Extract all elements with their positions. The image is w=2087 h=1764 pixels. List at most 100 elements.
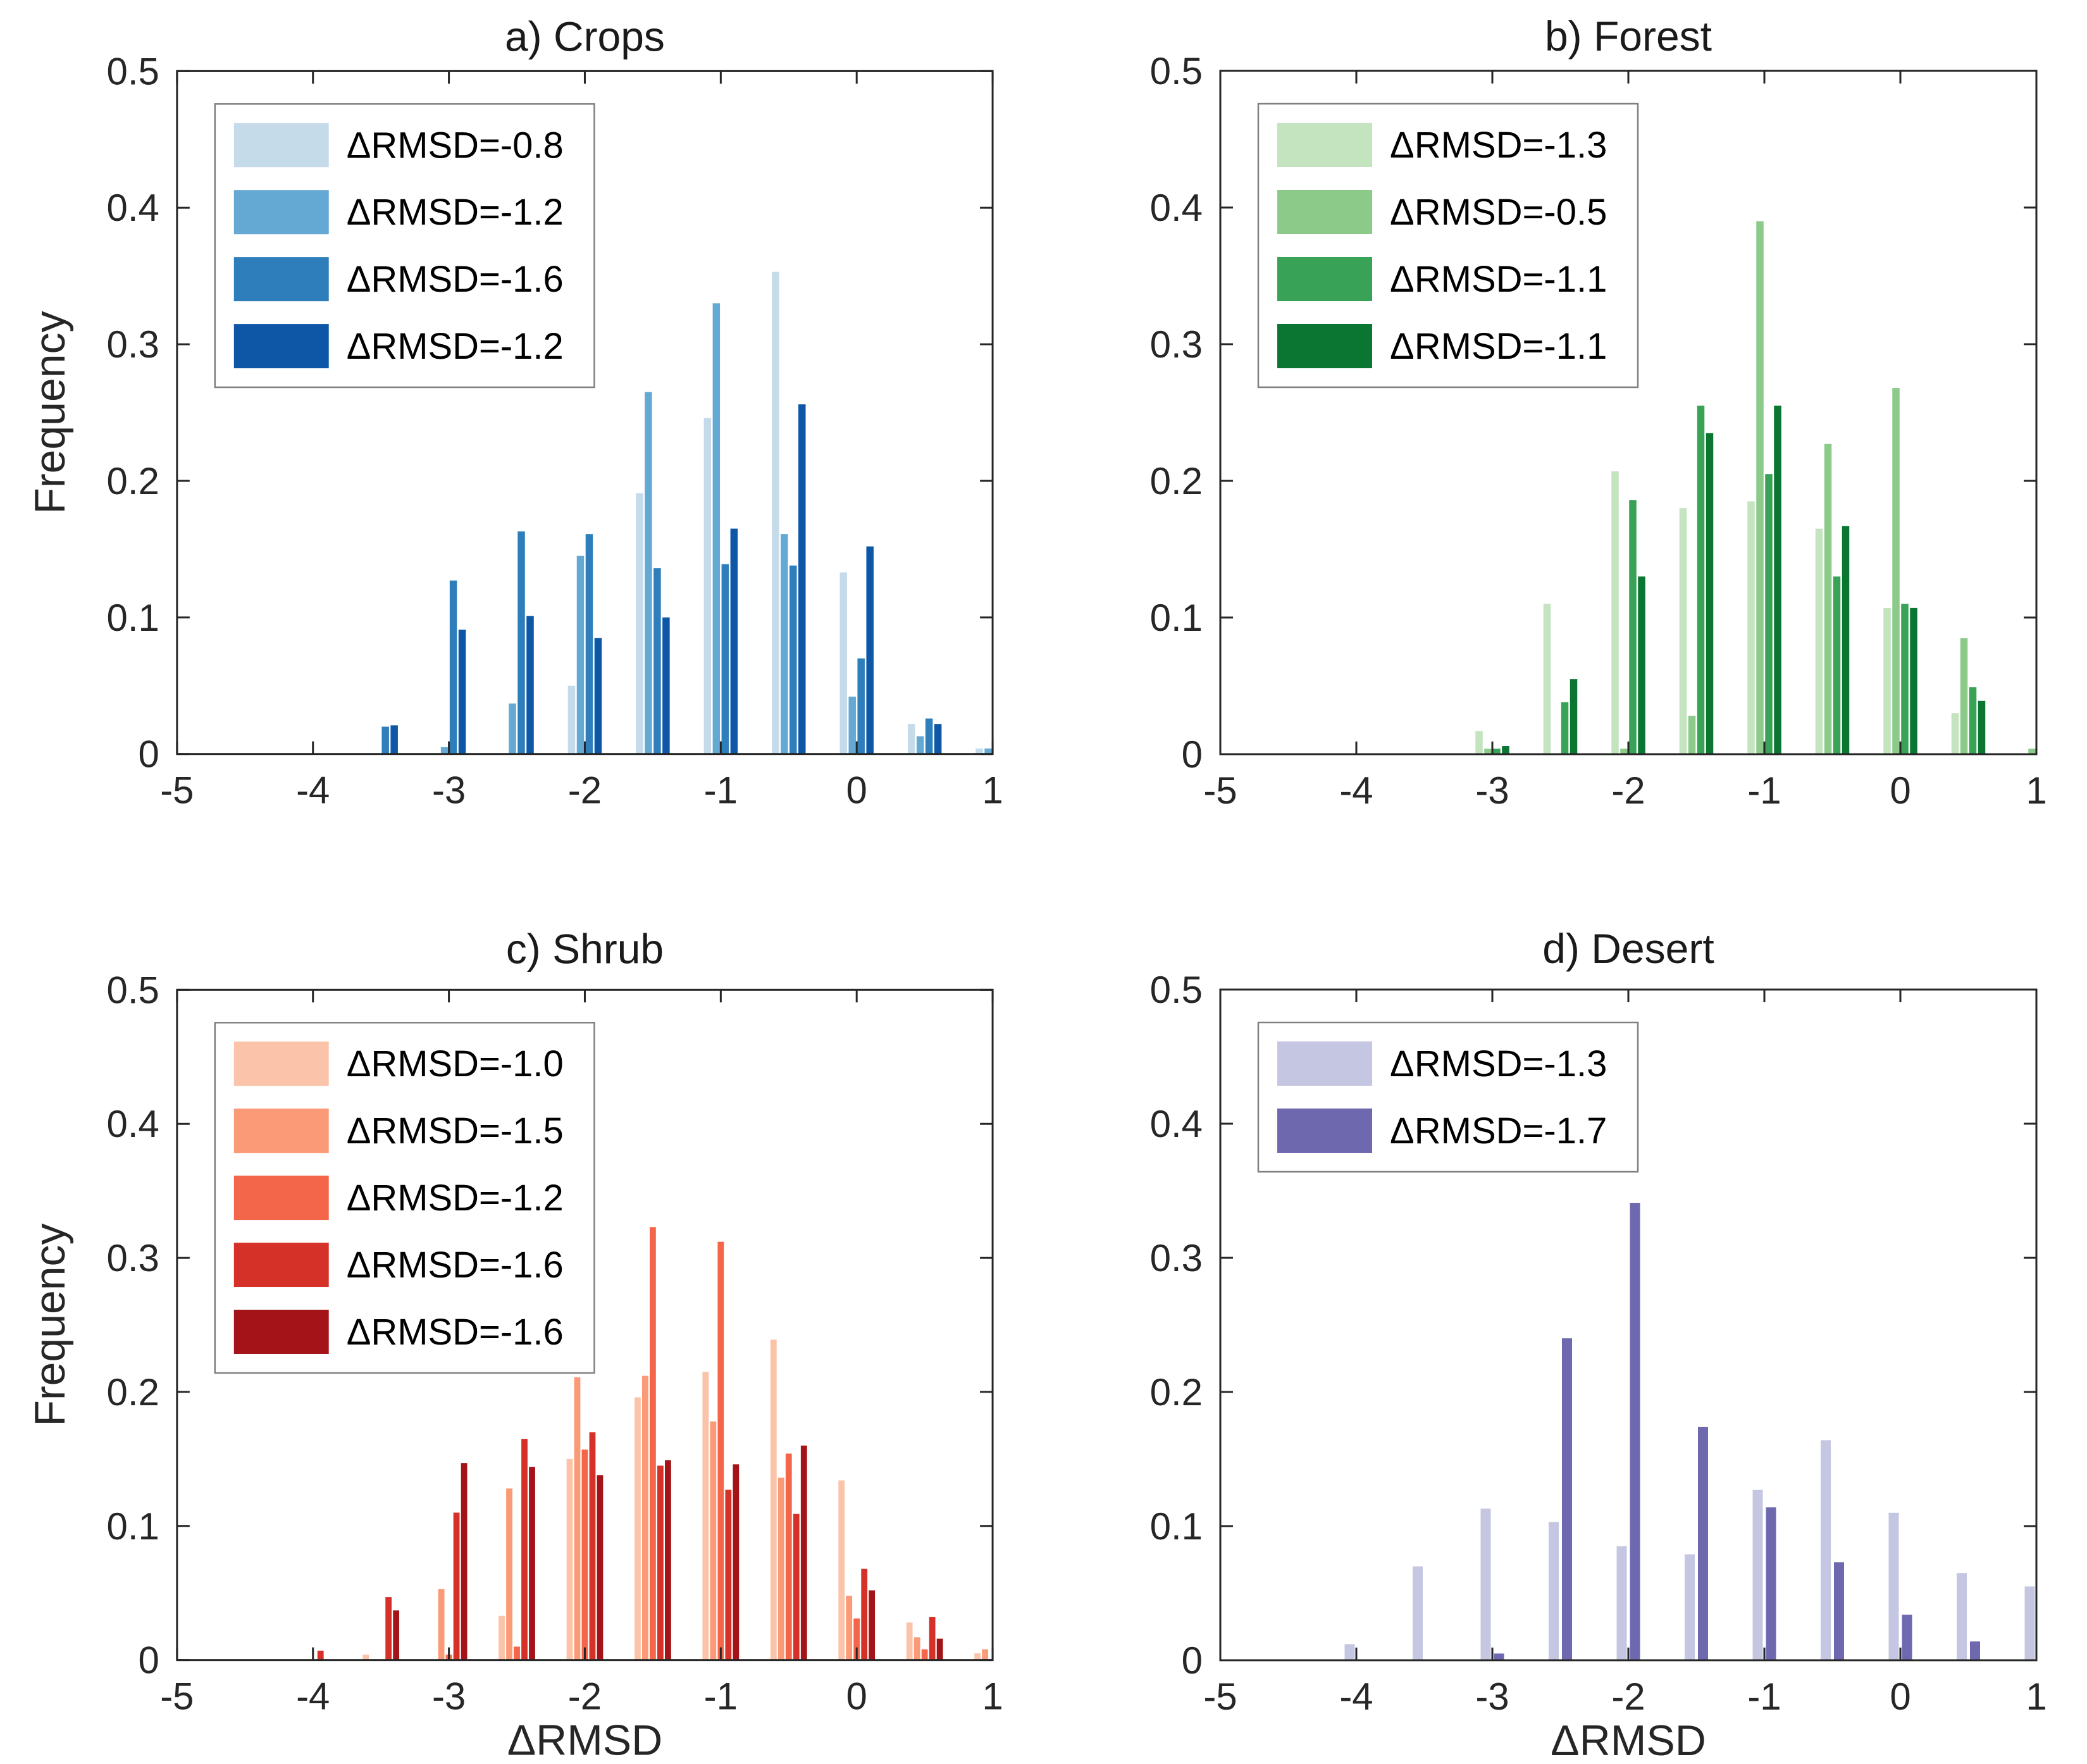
bar-b-bin-3-s4 — [1502, 746, 1509, 754]
bar-a-bin-1.5-s2 — [645, 392, 652, 754]
bar-d-bin-3.5-s1 — [1413, 1566, 1423, 1660]
x-tick-label: -5 — [1203, 1675, 1237, 1718]
bar-b-bin-2-s1 — [1611, 471, 1619, 754]
y-tick-label: 0.5 — [107, 969, 159, 1011]
legend-swatch — [233, 1310, 329, 1354]
bar-b-bin-1-s3 — [1765, 474, 1773, 754]
bar-b-bin-1.5-s3 — [1697, 406, 1705, 754]
bar-d-bin0.5-s1 — [1957, 1573, 1967, 1660]
bar-a-bin1-s2 — [984, 748, 992, 754]
bar-a-bin-2-s4 — [594, 638, 602, 754]
legend-d: ΔRMSD=-1.3 ΔRMSD=-1.7 — [1257, 1021, 1639, 1173]
bar-c-bin-1.5-s4 — [657, 1465, 664, 1660]
x-axis-label: ΔRMSD — [1551, 1717, 1706, 1764]
bar-c-bin0.5-s3 — [921, 1649, 928, 1660]
bar-d-bin-2-s1 — [1616, 1546, 1627, 1660]
legend-swatch — [233, 1041, 329, 1086]
panel-crops: -5 -4 -3 -2 -1 0 1 0 0.1 0.2 0.3 0.4 0.5 a) Crops Freq… — [25, 10, 1068, 887]
bar-a-bin-1.5-s3 — [653, 568, 661, 754]
legend-label: ΔRMSD=-1.6 — [347, 1245, 564, 1286]
bar-a-bin-1-s4 — [730, 528, 738, 754]
bar-d-bin-0.5-s2 — [1834, 1562, 1844, 1660]
bar-a-bin-2.5-s3 — [517, 531, 525, 754]
bar-a-bin-3-s4 — [458, 630, 466, 754]
y-tick-label: 0 — [1182, 1639, 1203, 1682]
bar-c-bin-3-s4 — [453, 1512, 460, 1660]
legend-swatch — [1277, 257, 1372, 301]
legend-swatch — [233, 123, 329, 168]
panel-title: a) Crops — [505, 13, 665, 59]
bar-c-bin-0.5-s3 — [785, 1453, 792, 1660]
panel-title: d) Desert — [1542, 925, 1714, 972]
legend-label: ΔRMSD=-1.1 — [1390, 326, 1607, 367]
x-tick-label: -3 — [1475, 1675, 1509, 1718]
bar-b-bin-2.5-s3 — [1561, 702, 1569, 754]
bar-c-bin-3.5-s5 — [393, 1610, 400, 1660]
bar-c-bin-1.5-s5 — [664, 1460, 671, 1660]
x-tick-label: 0 — [1890, 769, 1911, 812]
bar-b-bin0-s4 — [1910, 607, 1917, 754]
bar-c-bin-1.5-s3 — [650, 1227, 656, 1660]
x-tick-label: -5 — [1203, 769, 1237, 812]
bar-c-bin0.5-s4 — [929, 1617, 936, 1660]
bar-a-bin-1-s3 — [721, 564, 729, 754]
y-tick-label: 0.3 — [107, 1237, 159, 1279]
bar-a-bin0-s3 — [857, 658, 865, 754]
bar-a-bin0-s2 — [848, 697, 856, 754]
bar-a-bin1-s1 — [975, 748, 983, 754]
y-tick-label: 0.1 — [1150, 1505, 1203, 1548]
legend-label: ΔRMSD=-1.3 — [1390, 125, 1607, 166]
bar-c-bin-3.5-s4 — [385, 1597, 392, 1660]
bar-b-bin-1.5-s1 — [1679, 508, 1687, 754]
bar-c-bin-0.5-s5 — [800, 1445, 807, 1660]
y-tick-label: 0.2 — [107, 460, 159, 502]
x-tick-label: 1 — [982, 1675, 1003, 1718]
bar-a-bin-0.5-s3 — [790, 565, 797, 754]
bar-d-bin-2.5-s2 — [1562, 1338, 1572, 1660]
bar-c-bin-1-s2 — [710, 1421, 717, 1660]
bar-a-bin0.5-s3 — [925, 718, 933, 754]
bar-c-bin-3.5-s1 — [362, 1655, 369, 1660]
bar-c-bin-2-s2 — [574, 1377, 581, 1660]
bar-a-bin-2-s3 — [585, 534, 593, 754]
x-tick-label: -4 — [1339, 1675, 1373, 1718]
y-tick-label: 0 — [139, 1639, 159, 1682]
bar-c-bin0.5-s1 — [906, 1622, 913, 1660]
bar-c-bin-1-s4 — [725, 1489, 732, 1660]
x-tick-label: -5 — [160, 769, 194, 812]
bar-a-bin-3.5-s4 — [390, 725, 398, 754]
legend-swatch — [1277, 123, 1372, 167]
bar-c-bin-2-s4 — [589, 1432, 596, 1660]
y-tick-label: 0.2 — [1150, 1371, 1203, 1413]
bar-b-bin-0.5-s4 — [1842, 526, 1850, 754]
bar-d-bin0-s1 — [1888, 1512, 1899, 1660]
bar-c-bin-3-s5 — [461, 1463, 468, 1660]
bar-b-bin1-s2 — [2028, 748, 2036, 754]
bar-b-bin0.5-s1 — [1951, 713, 1959, 754]
bar-c-bin-2.5-s3 — [514, 1646, 520, 1660]
legend-swatch — [1277, 324, 1372, 368]
x-tick-label: 0 — [1890, 1675, 1911, 1718]
bar-c-bin-0.5-s1 — [770, 1339, 777, 1660]
y-tick-label: 0 — [1182, 733, 1203, 776]
bar-a-bin-2-s2 — [576, 556, 585, 754]
x-tick-label: -3 — [432, 1675, 466, 1718]
y-tick-label: 0.4 — [1150, 1103, 1203, 1145]
bar-a-bin-1-s1 — [703, 418, 712, 754]
y-tick-label: 0.2 — [107, 1371, 159, 1413]
y-tick-label: 0.4 — [107, 187, 159, 229]
bar-b-bin-0.5-s1 — [1815, 528, 1823, 754]
bar-a-bin-2-s1 — [567, 685, 576, 754]
legend-a: ΔRMSD=-0.8 ΔRMSD=-1.2 ΔRMSD=-1.6 ΔRMSD=-1.2 — [214, 103, 595, 388]
bar-b-bin-0.5-s2 — [1824, 444, 1832, 754]
bar-b-bin-1-s4 — [1774, 406, 1781, 754]
bar-c-bin1-s1 — [974, 1653, 981, 1660]
x-tick-label: 1 — [2026, 1675, 2047, 1718]
legend-label: ΔRMSD=-1.6 — [347, 1312, 564, 1353]
bar-d-bin-1.5-s1 — [1685, 1554, 1695, 1660]
x-tick-label: -2 — [1611, 769, 1645, 812]
bar-b-bin-2.5-s1 — [1543, 604, 1551, 754]
bar-b-bin-2-s3 — [1629, 500, 1637, 754]
legend-swatch — [1277, 190, 1372, 234]
x-tick-label: 0 — [846, 769, 867, 812]
